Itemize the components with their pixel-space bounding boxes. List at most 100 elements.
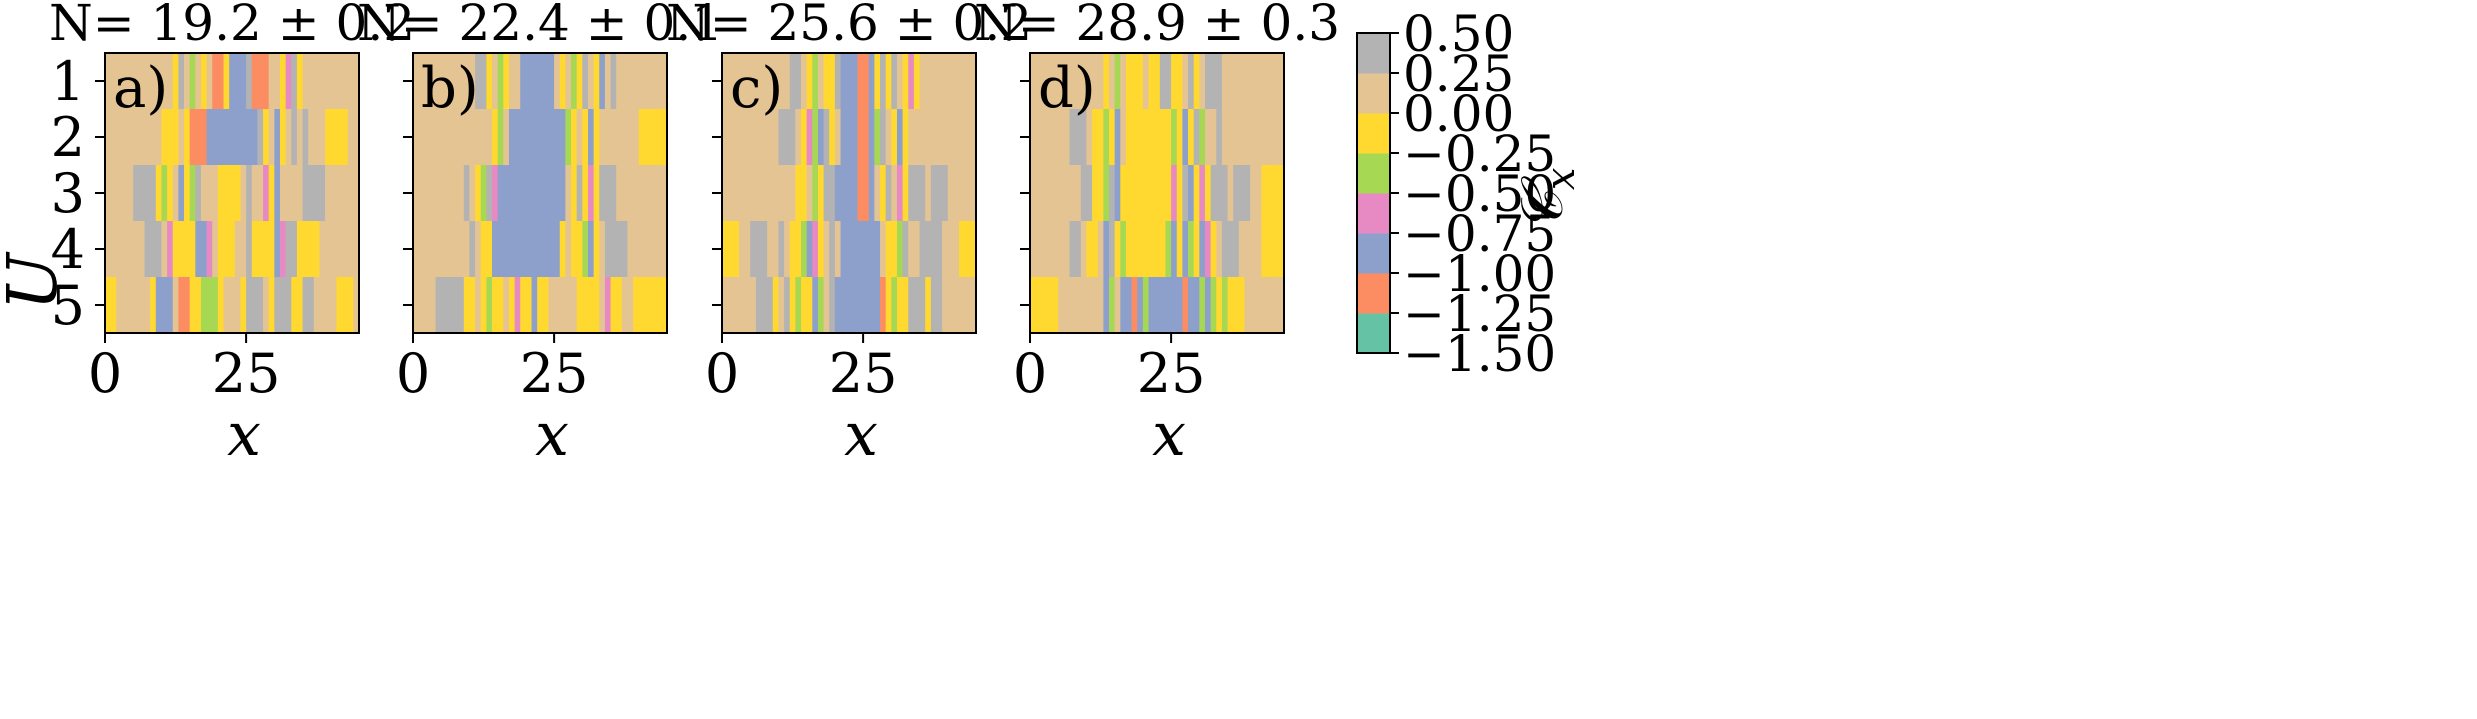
heatmap-cell: [1244, 221, 1251, 278]
heatmap-cell: [353, 221, 360, 278]
heatmap-cell: [1080, 109, 1088, 166]
heatmap-cell: [806, 277, 813, 334]
heatmap-cell: [413, 109, 420, 166]
heatmap-cell: [1069, 109, 1076, 166]
heatmap-cell: [959, 109, 966, 166]
heatmap-cell: [548, 277, 555, 334]
x-tick-label: 0: [705, 342, 739, 405]
heatmap-cell: [761, 165, 768, 222]
heatmap-cell: [1272, 221, 1279, 278]
heatmap-cell: [795, 277, 802, 334]
heatmap-cell: [452, 165, 459, 222]
heatmap-cell: [246, 277, 253, 334]
heatmap-cell: [150, 109, 157, 166]
heatmap-cell: [896, 53, 904, 110]
heatmap-cell: [268, 221, 275, 278]
heatmap-cell: [195, 165, 202, 222]
heatmap-cell: [514, 277, 521, 334]
heatmap-cell: [1041, 277, 1048, 334]
heatmap-cell: [1103, 109, 1110, 166]
heatmap-cell: [246, 221, 253, 278]
heatmap-cell: [138, 221, 146, 278]
heatmap-cell: [733, 165, 740, 222]
heatmap-cell: [863, 165, 870, 222]
heatmap-cell: [279, 221, 287, 278]
heatmap-cell: [616, 277, 623, 334]
heatmap-cell: [964, 277, 971, 334]
heatmap-cell: [195, 109, 202, 166]
heatmap-cell: [531, 165, 538, 222]
heatmap-cell: [1137, 221, 1144, 278]
heatmap-cell: [291, 165, 298, 222]
heatmap-cell: [325, 221, 332, 278]
heatmap-cell: [661, 109, 668, 166]
heatmap-cell: [508, 277, 516, 334]
heatmap-cell: [116, 109, 123, 166]
heatmap-cell: [446, 109, 454, 166]
heatmap-cell: [761, 277, 768, 334]
heatmap-cell: [480, 221, 487, 278]
heatmap-cell: [891, 53, 898, 110]
heatmap-cell: [784, 277, 791, 334]
heatmap-cell: [167, 53, 174, 110]
heatmap-cell: [953, 165, 960, 222]
heatmap-cell: [257, 165, 264, 222]
heatmap-cell: [1227, 277, 1234, 334]
heatmap-cell: [565, 221, 572, 278]
colorbar-swatch: [1357, 273, 1390, 314]
heatmap-cell: [308, 277, 315, 334]
heatmap-cell: [429, 277, 437, 334]
heatmap-cell: [1142, 277, 1150, 334]
heatmap-cell: [778, 109, 785, 166]
heatmap-cell: [486, 53, 493, 110]
heatmap-cell: [121, 109, 129, 166]
heatmap-cell: [1041, 165, 1048, 222]
heatmap-cell: [1238, 221, 1246, 278]
heatmap-cell: [1165, 53, 1172, 110]
heatmap-cell: [279, 277, 287, 334]
heatmap-cell: [1069, 277, 1076, 334]
heatmap-cell: [784, 53, 791, 110]
heatmap-cell: [925, 109, 932, 166]
heatmap-cell: [582, 109, 589, 166]
heatmap-cell: [571, 109, 578, 166]
heatmap-cell: [217, 53, 225, 110]
heatmap-cell: [1188, 53, 1195, 110]
heatmap-cell: [251, 109, 258, 166]
heatmap-cell: [633, 277, 640, 334]
heatmap-cell: [964, 165, 971, 222]
heatmap-cell: [925, 221, 932, 278]
heatmap-cell: [1046, 277, 1054, 334]
heatmap-cell: [727, 277, 734, 334]
heatmap-cell: [655, 165, 662, 222]
heatmap-cell: [1125, 277, 1133, 334]
heatmap-cell: [429, 53, 437, 110]
heatmap-cell: [1233, 109, 1240, 166]
heatmap-cell: [744, 277, 751, 334]
heatmap-cell: [755, 165, 763, 222]
heatmap-cell: [1159, 221, 1167, 278]
heatmap-cell: [520, 221, 527, 278]
heatmap-cell: [206, 277, 213, 334]
heatmap-cell: [223, 165, 230, 222]
heatmap-cell: [930, 277, 938, 334]
heatmap-cell: [116, 53, 123, 110]
heatmap-cell: [868, 109, 875, 166]
heatmap-cell: [1199, 221, 1206, 278]
heatmap-cell: [834, 221, 842, 278]
heatmap-cell: [1244, 53, 1251, 110]
heatmap-cell: [738, 221, 746, 278]
heatmap-cell: [1075, 221, 1082, 278]
colorbar-tick-label: −0.50: [1403, 165, 1556, 223]
heatmap-cell: [908, 53, 915, 110]
heatmap-cell: [189, 165, 196, 222]
heatmap-cell: [184, 221, 191, 278]
heatmap-cell: [1075, 109, 1082, 166]
heatmap-cell: [1216, 109, 1223, 166]
heatmap-cell: [138, 165, 146, 222]
heatmap-cell: [1233, 53, 1240, 110]
x-axis-label: x: [227, 400, 261, 470]
x-axis-label: x: [1152, 400, 1186, 470]
heatmap-cell: [330, 53, 338, 110]
heatmap-cell: [217, 165, 225, 222]
